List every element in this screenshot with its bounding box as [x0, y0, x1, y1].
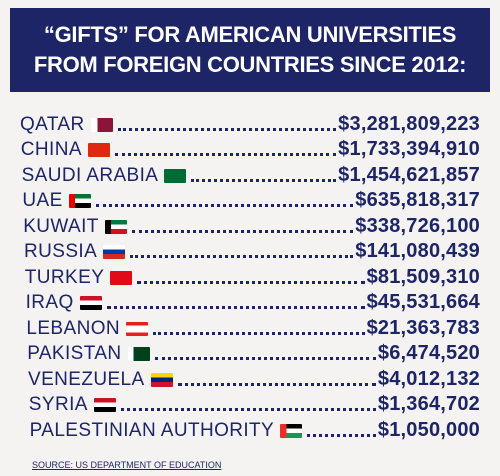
flag — [68, 194, 91, 208]
row: IRAQ $45,531,664 — [20, 289, 480, 315]
flag — [104, 219, 127, 234]
leader-dots — [154, 357, 376, 360]
country: SAUDI ARABIA — [21, 164, 159, 186]
amount: $1,050,000 — [377, 418, 480, 441]
row: RUSSIA $141,080,439 — [20, 238, 480, 264]
leader-dots — [191, 178, 337, 182]
amount: $338,726,100 — [355, 214, 480, 237]
leader-dots — [95, 204, 354, 207]
country: KUWAIT — [23, 215, 99, 237]
country: CHINA — [20, 139, 82, 160]
amount: $141,080,439 — [355, 240, 480, 262]
amount: $45,531,664 — [366, 291, 480, 313]
amount: $81,509,310 — [366, 265, 480, 288]
amount: $21,363,783 — [366, 316, 480, 339]
row: QATAR $3,281,809,223 — [20, 110, 480, 136]
header: “GIFTS” FOR AMERICAN UNIVERSITIES FROM F… — [10, 8, 490, 92]
amount: $1,364,702 — [377, 393, 480, 415]
leader-dots — [177, 382, 376, 386]
amount: $6,474,520 — [377, 342, 480, 364]
amount: $3,281,809,223 — [338, 112, 480, 135]
leader-dots — [137, 280, 365, 284]
flag — [90, 117, 113, 132]
row: KUWAIT $338,726,100 — [20, 212, 480, 238]
country: QATAR — [20, 113, 85, 135]
flag — [79, 296, 102, 310]
country: PALESTINIAN AUTHORITY — [29, 419, 275, 441]
row: LEBANON $21,363,783 — [20, 314, 480, 340]
row: VENEZUELA $4,012,132 — [20, 365, 480, 391]
amount: $4,012,132 — [377, 367, 480, 390]
leader-dots — [307, 433, 376, 437]
row: SAUDI ARABIA $1,454,621,857 — [20, 161, 480, 187]
row: CHINA $1,733,394,910 — [20, 136, 480, 162]
row: PAKISTAN $6,474,520 — [20, 340, 480, 366]
flag — [127, 347, 150, 361]
flag — [93, 398, 116, 412]
leader-dots — [114, 153, 337, 156]
amount: $1,454,621,857 — [338, 163, 480, 186]
leader-dots — [153, 331, 365, 335]
country: LEBANON — [26, 317, 120, 339]
title-line: “GIFTS” FOR AMERICAN UNIVERSITIES — [43, 22, 457, 47]
leader-dots — [117, 127, 337, 131]
row: PALESTINIAN AUTHORITY $1,050,000 — [20, 416, 480, 442]
country: UAE — [22, 190, 63, 211]
list: QATAR $3,281,809,223 CHINA $1,733,394,910 SA… — [20, 110, 480, 442]
flag — [103, 245, 126, 259]
leader-dots — [131, 229, 354, 233]
flag — [126, 321, 148, 336]
leader-dots — [130, 255, 354, 258]
flag — [164, 168, 187, 183]
country: SYRIA — [28, 394, 88, 415]
title-line: FROM FOREIGN COUNTRIES SINCE 2012: — [33, 52, 467, 77]
country: VENEZUELA — [28, 368, 145, 390]
country: IRAQ — [25, 292, 74, 313]
row: UAE $635,818,317 — [20, 187, 480, 213]
country: RUSSIA — [24, 241, 98, 262]
source: SOURCE: US DEPARTMENT OF EDUCATION — [32, 460, 222, 470]
country: TURKEY — [24, 266, 105, 288]
flag — [150, 372, 173, 387]
amount: $1,733,394,910 — [338, 138, 480, 160]
flag — [87, 143, 110, 157]
country: PAKISTAN — [27, 343, 122, 364]
leader-dots — [120, 408, 376, 411]
flag — [110, 270, 133, 285]
row: SYRIA $1,364,702 — [20, 391, 480, 417]
leader-dots — [106, 306, 365, 309]
row: TURKEY $81,509,310 — [20, 263, 480, 289]
amount: $635,818,317 — [355, 189, 480, 211]
flag — [280, 423, 303, 438]
